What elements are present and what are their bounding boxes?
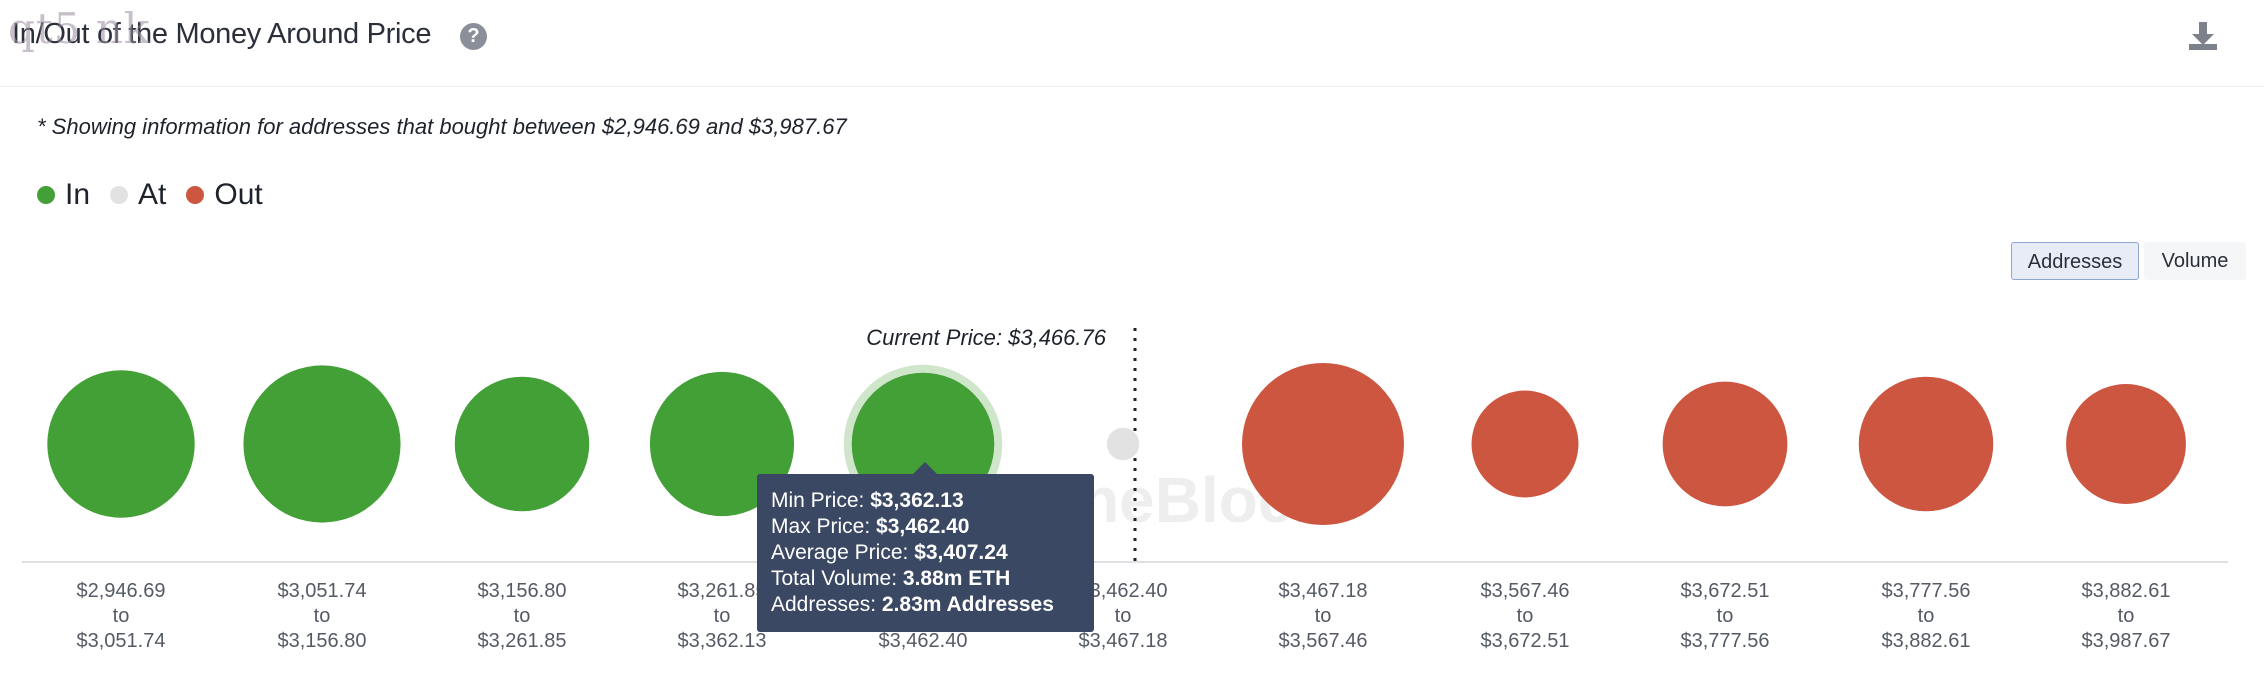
tooltip-min-row: Min Price: $3,362.13 [771,489,964,512]
bubble-in-2[interactable] [243,365,401,523]
bin-label-3-line-2: to [514,605,531,627]
bin-label-5-line-3: $3,462.40 [879,630,968,652]
bin-label-11-line-2: to [2118,605,2135,627]
bin-label-7-line-2: to [1315,605,1332,627]
legend-label-out: Out [214,178,263,211]
watermark-overlay: qt5 nk [8,4,151,53]
legend: In At Out [37,178,283,212]
bin-label-2-line-1: $3,051.74 [278,580,367,602]
legend-item-at[interactable]: At [110,178,166,212]
bin-label-4-line-3: $3,362.13 [678,630,767,652]
bin-label-2-line-2: to [314,605,331,627]
bin-label-10-line-2: to [1918,605,1935,627]
legend-dot-in [37,186,55,204]
volume-toggle[interactable]: Volume [2144,242,2246,280]
addresses-toggle[interactable]: Addresses [2011,242,2139,280]
bin-label-1-line-3: $3,051.74 [77,630,166,652]
range-note: * Showing information for addresses that… [37,114,847,139]
bin-label-7-line-1: $3,467.18 [1279,580,1368,602]
tooltip-volume-row: Total Volume: 3.88m ETH [771,567,1011,590]
legend-dot-at [110,186,129,204]
help-icon[interactable]: ? [460,23,487,50]
bin-label-7-line-3: $3,567.46 [1279,630,1368,652]
bin-label-4-line-2: to [714,605,731,627]
bubble-at-6[interactable] [1106,427,1140,461]
bubble-out-9[interactable] [1662,381,1788,507]
bubble-out-10[interactable] [1858,376,1994,512]
bin-label-3-line-3: $3,261.85 [478,630,567,652]
bubble-out-11[interactable] [2066,384,2186,504]
legend-label-at: At [138,178,167,211]
download-icon[interactable] [2188,20,2218,52]
bin-label-3-line-1: $3,156.80 [478,580,567,602]
page-title: In/Out of the Money Around Price [12,18,432,50]
bubble-out-7[interactable] [1242,363,1404,525]
bin-label-10-line-3: $3,882.61 [1882,630,1971,652]
tooltip-avg-row: Average Price: $3,407.24 [771,541,1008,564]
tooltip-addresses-row: Addresses: 2.83m Addresses [771,593,1054,616]
legend-dot-out [186,186,205,204]
bubble-out-8[interactable] [1471,390,1579,498]
bin-label-8-line-2: to [1517,605,1534,627]
bin-label-6-line-1: $3,462.40 [1079,580,1168,602]
bin-label-8-line-1: $3,567.46 [1481,580,1570,602]
bin-label-11-line-3: $3,987.67 [2082,630,2171,652]
bin-label-4-line-1: $3,261.85 [678,580,767,602]
bin-label-9-line-2: to [1717,605,1734,627]
bubble-in-1[interactable] [47,370,195,518]
legend-label-in: In [65,178,91,211]
bin-label-6-line-2: to [1115,605,1132,627]
legend-item-out[interactable]: Out [186,178,263,212]
current-price-label: Current Price: $3,466.76 [866,325,1106,350]
bin-label-9-line-1: $3,672.51 [1681,580,1770,602]
chart-header: In/Out of the Money Around Price qt5 nk … [0,0,2264,87]
bubble-in-3[interactable] [454,376,590,512]
tooltip-arrow [912,462,938,475]
bin-label-9-line-3: $3,777.56 [1681,630,1770,652]
bin-label-8-line-3: $3,672.51 [1481,630,1570,652]
bin-label-11-line-1: $3,882.61 [2082,580,2171,602]
bin-label-2-line-3: $3,156.80 [278,630,367,652]
bin-tooltip: Min Price: $3,362.13 Max Price: $3,462.4… [757,474,1094,632]
bin-label-1-line-1: $2,946.69 [77,580,166,602]
bin-label-6-line-3: $3,467.18 [1079,630,1168,652]
bin-label-10-line-1: $3,777.56 [1882,580,1971,602]
tooltip-max-row: Max Price: $3,462.40 [771,515,970,538]
legend-item-in[interactable]: In [37,178,90,212]
bin-label-1-line-2: to [113,605,130,627]
